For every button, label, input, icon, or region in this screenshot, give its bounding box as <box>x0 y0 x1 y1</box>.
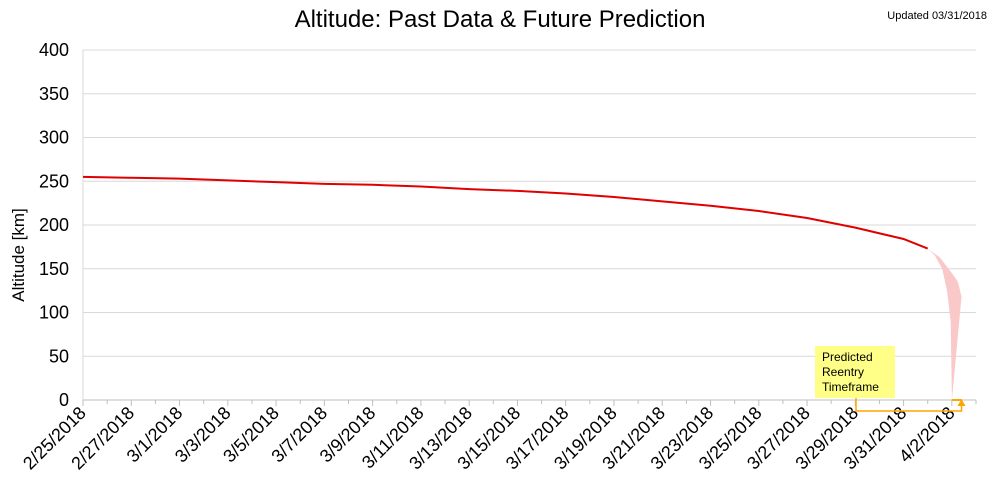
annotation-text: Predicted <box>822 350 873 364</box>
y-tick-label: 100 <box>39 303 69 323</box>
y-tick-label: 0 <box>59 390 69 410</box>
y-tick-label: 50 <box>49 346 69 366</box>
y-axis-label: Altitude [km] <box>9 208 28 302</box>
series-lines <box>82 175 929 250</box>
annotation-box <box>815 346 895 398</box>
x-axis: 2/25/20182/27/20183/1/20183/3/20183/5/20… <box>19 399 977 473</box>
updated-note: Updated 03/31/2018 <box>887 10 987 22</box>
chart-title: Altitude: Past Data & Future Prediction <box>295 6 706 33</box>
y-tick-label: 250 <box>39 171 69 191</box>
annotation-arrowhead <box>957 399 966 406</box>
y-tick-label: 200 <box>39 215 69 235</box>
y-tick-label: 300 <box>39 128 69 148</box>
altitude-line <box>82 175 929 250</box>
y-tick-label: 400 <box>39 40 69 60</box>
y-tick-labels: 0 50 100 150 200 250 300 350 400 <box>39 40 69 410</box>
y-tick-label: 350 <box>39 84 69 104</box>
annotation-text: Reentry <box>822 365 864 379</box>
y-tick-label: 150 <box>39 259 69 279</box>
prediction-band-group <box>927 248 962 400</box>
annotation-text: Timeframe <box>822 380 879 394</box>
prediction-band <box>927 248 962 400</box>
